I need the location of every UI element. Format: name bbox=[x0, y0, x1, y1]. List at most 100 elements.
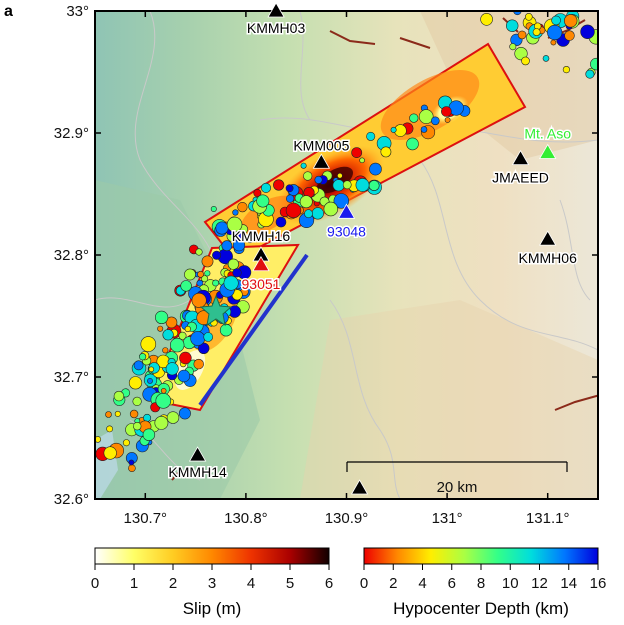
aftershock-dot bbox=[521, 56, 530, 66]
aftershock-dot bbox=[285, 184, 294, 193]
aftershock-dot bbox=[113, 390, 125, 402]
aftershock-dot bbox=[314, 175, 323, 184]
slip-colorbar-strip bbox=[94, 547, 330, 565]
depth-colorbar-ticks: 0 2 4 6 8 10 12 14 16 bbox=[360, 564, 607, 592]
aftershock-dot bbox=[128, 464, 136, 473]
aftershock-dot bbox=[337, 172, 343, 179]
aftershock-dot bbox=[178, 331, 187, 340]
aftershock-dot bbox=[304, 209, 313, 219]
colorbar-tick-label: 8 bbox=[477, 575, 485, 592]
aftershock-dot bbox=[162, 329, 174, 341]
aftershock-dot bbox=[210, 206, 217, 213]
aftershock-dot bbox=[226, 216, 243, 233]
lon-tick-label: 130.7° bbox=[124, 510, 168, 527]
lon-tick-label: 131° bbox=[432, 510, 463, 527]
station-label: KMM005 bbox=[293, 137, 349, 153]
station-triangle bbox=[511, 149, 530, 166]
aftershock-dot bbox=[550, 39, 557, 46]
station-label: 93048 bbox=[327, 223, 366, 239]
aftershock-dot bbox=[332, 179, 345, 192]
aftershock-dot bbox=[154, 415, 169, 430]
station-triangle bbox=[312, 153, 331, 169]
aftershock-dot bbox=[212, 250, 222, 260]
aftershock-dot bbox=[165, 362, 179, 376]
station-label: KMMH03 bbox=[247, 20, 306, 36]
aftershock-dot bbox=[203, 332, 213, 342]
mainshock-epicenter-star bbox=[199, 294, 233, 327]
aftershock-dot bbox=[323, 201, 338, 217]
aftershock-dot bbox=[511, 2, 516, 7]
aftershock-dot bbox=[196, 279, 204, 287]
mountain-shading-south bbox=[300, 300, 598, 499]
aftershock-dot bbox=[418, 109, 434, 124]
panel-label: a bbox=[4, 3, 13, 20]
lat-tick-label: 32.6° bbox=[54, 491, 89, 508]
aftershock-dot bbox=[180, 280, 192, 292]
aftershock-dot bbox=[128, 459, 135, 466]
aftershock-dot bbox=[155, 392, 172, 409]
colorbar-tick-label: 2 bbox=[389, 575, 397, 592]
aftershock-dot bbox=[246, 236, 254, 244]
lat-tick-label: 33° bbox=[66, 3, 89, 20]
aftershock-dot bbox=[564, 30, 575, 41]
aftershock-dot bbox=[95, 436, 102, 443]
aftershock-dot bbox=[480, 12, 493, 26]
station-triangle bbox=[188, 446, 207, 462]
aftershock-dot bbox=[603, 33, 612, 42]
station-triangle bbox=[539, 143, 557, 159]
aftershock-dot bbox=[128, 376, 143, 390]
scale-bar-label: 20 km bbox=[437, 479, 478, 496]
aftershock-dot bbox=[303, 171, 313, 181]
aftershock-dot bbox=[143, 413, 152, 422]
aftershock-dot bbox=[195, 248, 203, 256]
aftershock-dot bbox=[221, 240, 233, 252]
aftershock-dot bbox=[193, 358, 204, 370]
aftershock-dot bbox=[517, 30, 527, 40]
map-area bbox=[95, 2, 612, 499]
aftershock-dot bbox=[368, 180, 380, 191]
colorbar-tick-label: 14 bbox=[560, 575, 577, 592]
station-label: Mt. Aso bbox=[524, 126, 571, 142]
aftershock-dot bbox=[133, 422, 142, 431]
aftershock-dot bbox=[212, 279, 219, 287]
aftershock-dot bbox=[285, 202, 302, 219]
aftershock-dot bbox=[256, 194, 270, 208]
aftershock-dot bbox=[191, 292, 207, 308]
aftershock-dot bbox=[366, 131, 376, 141]
station-triangle bbox=[337, 203, 356, 219]
aftershock-dot bbox=[232, 268, 242, 278]
aftershock-dot bbox=[300, 162, 307, 169]
aftershock-dot bbox=[444, 117, 451, 123]
aftershock-dot bbox=[190, 331, 206, 346]
aftershock-dot bbox=[106, 425, 113, 433]
lat-tick-label: 32.8° bbox=[54, 247, 89, 264]
scale-bar: 20 km bbox=[346, 461, 568, 496]
aftershock-dot bbox=[286, 194, 295, 203]
aftershock-dot bbox=[311, 207, 324, 220]
aftershock-dot bbox=[177, 369, 191, 383]
aftershock-dot bbox=[524, 12, 533, 21]
depth-colorbar-strip bbox=[363, 547, 599, 565]
slip-colorbar: 0 1 2 3 4 5 6 Slip (m) bbox=[91, 547, 333, 618]
aftershock-dot bbox=[542, 55, 550, 62]
colorbar-tick-label: 2 bbox=[169, 575, 177, 592]
aftershock-dot bbox=[506, 19, 519, 32]
aftershock-dot bbox=[147, 377, 153, 384]
aftershock-dot bbox=[380, 146, 392, 158]
aftershock-dot bbox=[342, 180, 352, 190]
lon-tick-label: 130.9° bbox=[325, 510, 369, 527]
fault-lines bbox=[171, 17, 598, 481]
aftershock-dot bbox=[179, 351, 192, 365]
colorbar-tick-label: 16 bbox=[590, 575, 607, 592]
map-frame-ticks bbox=[95, 10, 598, 500]
aftershock-dot bbox=[420, 126, 428, 133]
slip-colorbar-ticks: 0 1 2 3 4 5 6 bbox=[91, 564, 333, 592]
aftershock-dot bbox=[532, 28, 541, 36]
colorbar-tick-label: 12 bbox=[531, 575, 548, 592]
aftershock-dot bbox=[178, 407, 191, 420]
aftershock-dot bbox=[155, 310, 169, 325]
lat-tick-label: 32.9° bbox=[54, 125, 89, 142]
aftershock-dot bbox=[204, 270, 211, 277]
aftershock-dot bbox=[162, 347, 169, 354]
